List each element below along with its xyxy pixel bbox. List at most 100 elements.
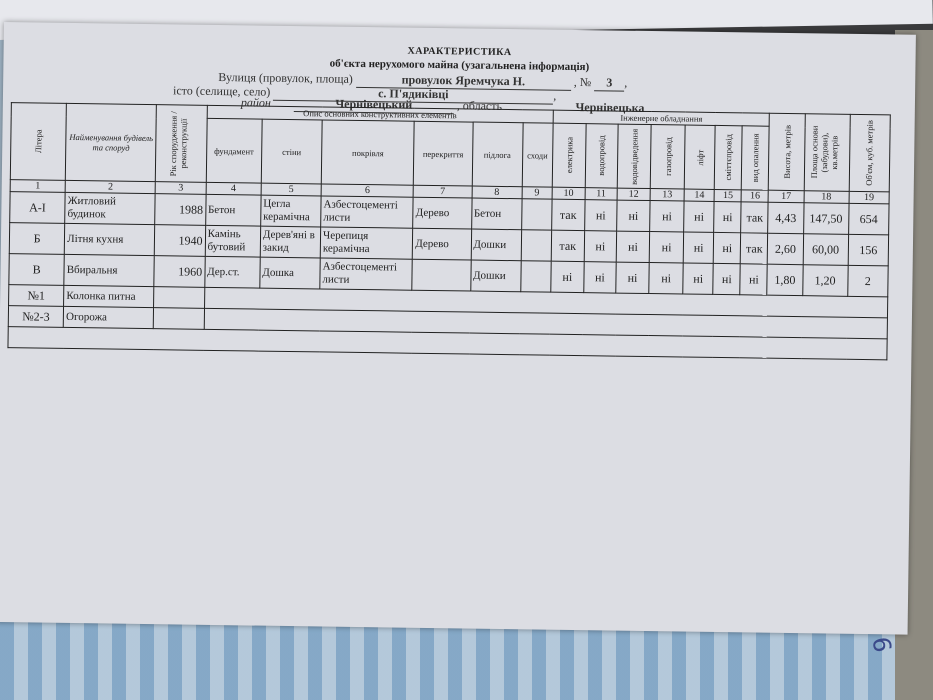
table-cell: ні [649,200,685,233]
table-cell: ні [682,263,714,295]
column-number: 14 [684,189,715,202]
table-cell [520,229,552,262]
column-number: 19 [848,191,890,204]
table-cell: Колонка питна [63,285,155,308]
table-cell: Огорожа [63,306,155,329]
column-number: 9 [521,186,553,200]
col-height: Висота, метрів [768,113,805,191]
column-number: 8 [471,186,522,199]
col-year: Рік спорудження / реконструкції [155,104,207,183]
table-cell: ні [648,262,684,295]
column-number: 16 [741,189,769,203]
table-cell: Черепиця керамічна [320,226,414,260]
table-cell: №2-3 [8,305,64,328]
table-cell: Бетон [471,198,522,230]
col-floor: підлога [471,122,523,187]
column-number: 4 [205,182,262,196]
table-cell: так [741,201,769,234]
col-roof: покрівля [321,119,415,186]
column-number: 15 [714,189,742,202]
table-cell: 1988 [155,193,206,226]
column-number: 10 [551,187,586,200]
table-cell [412,259,471,292]
table-cell: ні [740,263,768,296]
col-name: Найменування будівель та споруд [65,103,157,182]
table-cell: ні [584,230,617,263]
col-electricity: електрика [552,123,587,188]
table-cell: Азбестоцементі листи [319,257,413,291]
table-cell: так [740,232,769,265]
column-number: 7 [413,185,472,199]
table-cell: 2 [847,265,889,297]
table-cell: А-І [9,191,66,224]
document-page: ХАРАКТЕРИСТИКА об'єкта нерухомого майна … [0,22,916,654]
table-cell: ні [583,261,617,294]
table-cell: Дошка [259,257,321,289]
table-cell: ні [713,263,741,295]
table-cell: 654 [848,203,890,235]
table-cell: ні [713,232,742,264]
col-walls: стіни [261,119,323,184]
table-cell: так [551,199,585,231]
characteristics-table: Літера Найменування будівель та споруд Р… [7,102,891,360]
col-stairs: сходи [521,122,553,188]
column-number: 11 [584,187,618,201]
col-gas: газопровід [650,124,686,190]
column-number: 18 [803,190,849,204]
table-cell: ні [584,199,618,232]
col-ceiling: перекриття [413,121,473,187]
column-number: 12 [617,188,651,201]
table-cell: Літня кухня [64,223,156,256]
table-cell: 1,20 [802,264,848,297]
col-volume: Об'єм, куб. метрів [848,114,891,192]
table-cell: Дерево [412,228,472,261]
table-cell: ні [683,201,715,233]
table-cell: Цегла керамічна [260,195,322,227]
column-number: 3 [155,181,206,195]
table-cell: Дер.ст. [204,256,261,289]
table-cell: ні [615,262,650,294]
col-litera: Літера [10,102,67,181]
table-cell: 4,43 [768,202,804,234]
table-cell: так [550,230,585,262]
table-cell: Камінь бутовий [204,225,261,258]
table-cell [520,260,551,293]
col-garbage: сміттєпровід [714,125,743,190]
table-cell: №1 [8,284,65,307]
comma: , [624,75,628,90]
table-cell: В [8,253,65,286]
table-cell: ні [550,261,585,293]
table-cell: ні [649,231,684,264]
table-cell: ні [616,231,650,263]
table-cell: ні [616,200,651,232]
table-cell: ні [683,232,714,264]
column-number: 5 [260,183,322,196]
col-area: Площа основи (забудови), кв.метрів [803,113,851,192]
column-number: 13 [650,188,685,202]
col-water: водопровід [585,123,619,189]
table-cell: Азбестоцементі листи [320,195,414,229]
table-cell [153,307,205,330]
table-cell: 147,50 [803,202,849,235]
table-cell: Житловий будинок [64,192,156,225]
table-cell: 156 [847,234,889,266]
table-cell: 1940 [154,224,206,257]
table-cell: 1,80 [767,264,803,296]
col-fundament: фундамент [205,118,262,184]
table-cell: 2,60 [767,233,804,265]
table-cell: Вбиральня [64,254,155,287]
table-cell [521,198,552,231]
number-label: , № [573,74,592,90]
table-cell: Дерев'яні в закид [260,226,321,258]
col-lift: ліфт [684,125,716,190]
column-number: 1 [10,179,66,193]
column-number: 17 [768,190,804,203]
table-cell: Дошки [470,260,521,292]
table-cell: 60,00 [802,233,849,266]
table-cell [154,286,205,309]
table-cell: ні [713,201,742,233]
col-heating: вид опалення [741,125,770,191]
table-cell: Бетон [205,194,261,227]
col-sewage: водовідведення [617,124,652,189]
table-cell: 1960 [154,255,205,288]
